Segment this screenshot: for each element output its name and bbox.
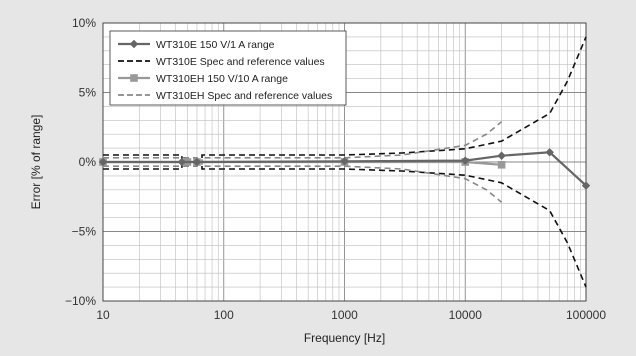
spec-band-line — [103, 121, 503, 163]
x-tick-label: 10 — [96, 308, 110, 322]
series-group — [98, 36, 591, 288]
data-point-square — [130, 74, 138, 82]
data-point-diamond — [192, 157, 202, 167]
y-tick-label: 5% — [79, 86, 97, 100]
spec-band-line — [103, 161, 503, 203]
data-point-diamond — [340, 157, 349, 166]
legend-item: WT310EH 150 V/10 A range — [118, 73, 288, 85]
data-point-diamond — [98, 157, 108, 167]
legend-item: WT310E 150 V/1 A range — [118, 39, 275, 51]
data-point-diamond — [545, 148, 554, 157]
x-tick-label: 1000 — [331, 308, 358, 322]
legend-label: WT310EH 150 V/10 A range — [156, 73, 288, 85]
y-tick-label: 10% — [72, 16, 96, 30]
legend-label: WT310E Spec and reference values — [156, 56, 325, 68]
data-point-diamond — [497, 151, 506, 160]
axes: 10 100 1000 10000 100000 10% 5% 0% −5% −10% — [65, 16, 606, 322]
data-point-diamond — [129, 39, 139, 49]
data-point-square — [497, 160, 506, 169]
y-axis-title: Error [% of range] — [29, 115, 43, 210]
data-point-diamond — [581, 181, 591, 190]
legend-item: WT310E Spec and reference values — [118, 56, 325, 68]
series-spec-3 — [103, 121, 503, 203]
y-tick-label: −5% — [72, 225, 97, 239]
legend-item: WT310EH Spec and reference values — [118, 90, 332, 102]
x-tick-label: 100 — [214, 308, 234, 322]
x-axis-title: Frequency [Hz] — [304, 331, 385, 345]
data-point-diamond — [177, 157, 187, 167]
x-tick-label: 10000 — [449, 308, 483, 322]
legend-label: WT310E 150 V/1 A range — [156, 39, 275, 51]
legend-label: WT310EH Spec and reference values — [156, 90, 332, 102]
series-measured — [98, 148, 591, 190]
data-point-diamond — [461, 156, 470, 165]
y-tick-label: −10% — [65, 294, 96, 308]
y-tick-label: 0% — [79, 155, 97, 169]
legend: WT310E 150 V/1 A range WT310E Spec and re… — [109, 30, 347, 106]
x-tick-label: 100000 — [566, 308, 606, 322]
